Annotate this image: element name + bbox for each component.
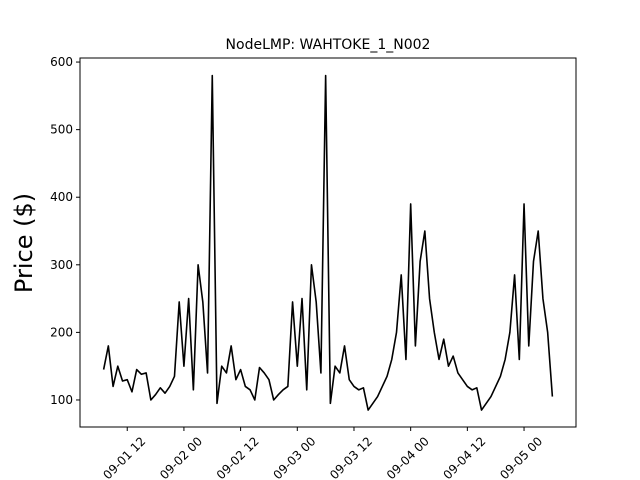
y-tick-label: 600: [50, 55, 73, 69]
y-tick-label: 100: [50, 393, 73, 407]
x-tick-label: 09-02 12: [214, 434, 262, 480]
y-axis-label: Price ($): [10, 193, 38, 293]
y-tick-label: 300: [50, 258, 73, 272]
x-tick-label: 09-03 00: [270, 434, 318, 480]
x-tick-label: 09-04 00: [384, 434, 432, 480]
y-tick-label: 400: [50, 190, 73, 204]
y-tick-label: 200: [50, 325, 73, 339]
plot-frame: [79, 57, 577, 428]
y-tick-label: 500: [50, 123, 73, 137]
x-tick-label: 09-05 00: [497, 434, 545, 480]
x-tick-label: 09-04 12: [440, 434, 488, 480]
price-line: [102, 74, 554, 411]
x-tick-label: 09-02 00: [157, 434, 205, 480]
chart-title: NodeLMP: WAHTOKE_1_N002: [226, 37, 431, 53]
x-tick-label: 09-03 12: [327, 434, 375, 480]
x-tick-label: 09-01 12: [100, 434, 148, 480]
